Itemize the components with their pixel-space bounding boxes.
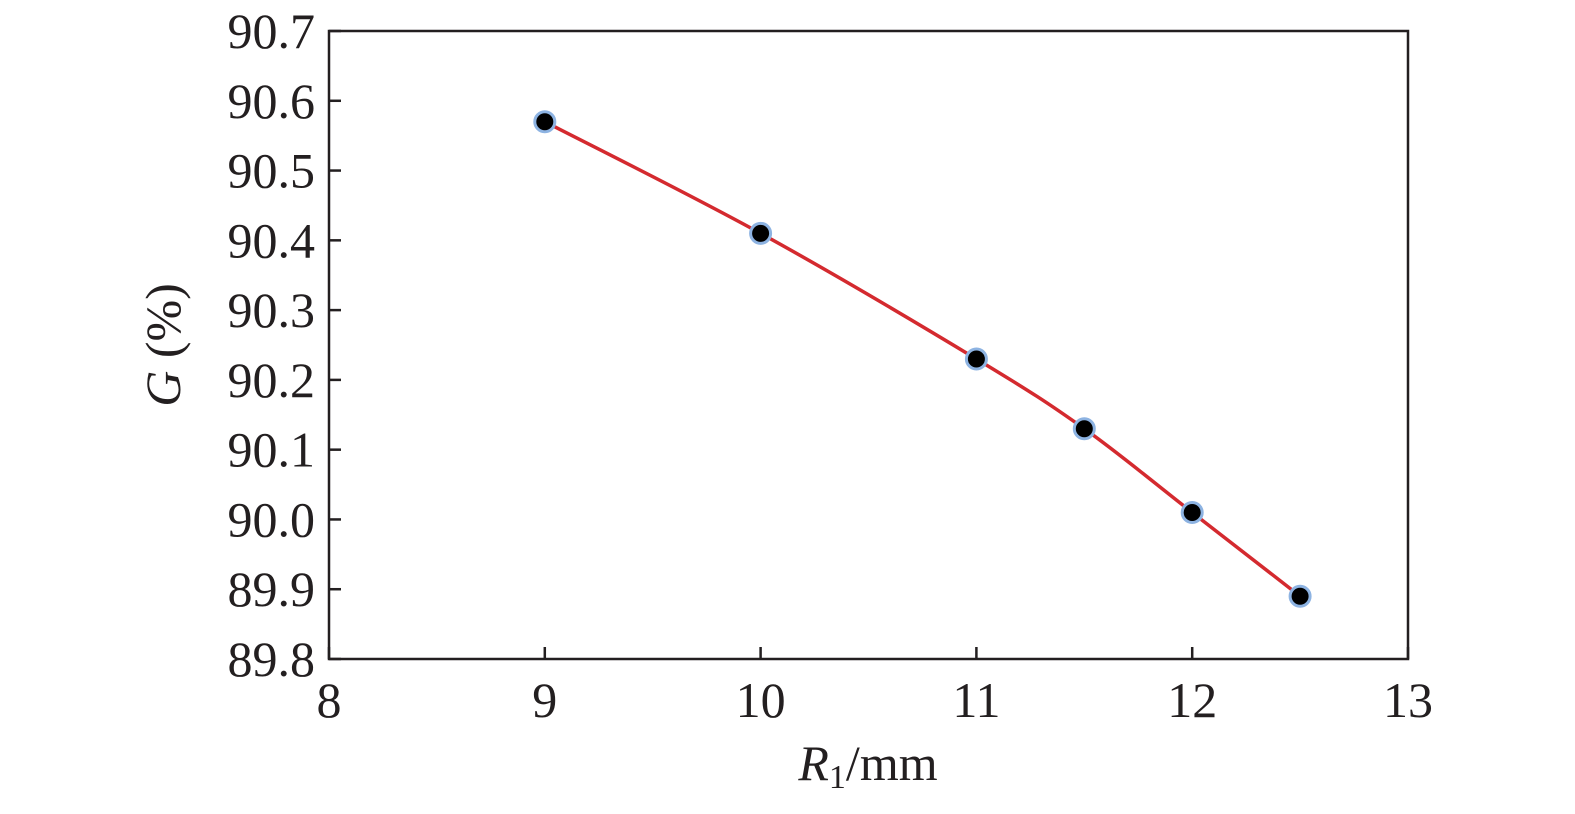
x-axis-label: R1/mm [797,735,937,796]
x-axis-ticks: 8 9 10 11 12 13 [317,647,1433,728]
y-axis-ticks: 89.8 89.9 90.0 90.1 90.2 90.3 90.4 90.5 90.6 90.7 [228,3,341,687]
data-point [1180,500,1204,524]
y-tick-label: 90.2 [228,352,316,408]
y-tick-label: 90.6 [228,73,316,129]
y-tick-label: 90.0 [228,491,316,547]
y-tick-label: 90.4 [228,212,316,268]
x-tick-label: 13 [1383,672,1433,728]
data-markers [533,110,1312,608]
x-axis-unit: /mm [846,735,938,791]
x-axis-symbol: R [797,735,829,791]
x-tick-label: 8 [317,672,342,728]
data-point [1288,584,1312,608]
y-tick-label: 90.3 [228,282,316,338]
x-tick-label: 9 [532,672,557,728]
series-line [543,120,1302,598]
data-point [749,221,773,245]
x-axis-subscript: 1 [829,759,846,796]
data-point [964,347,988,371]
y-tick-label: 89.9 [228,561,316,617]
y-tick-label: 90.5 [228,143,316,199]
x-tick-label: 12 [1167,672,1217,728]
x-tick-label: 10 [736,672,786,728]
plot-frame [327,29,1410,661]
y-tick-label: 90.7 [228,3,316,59]
y-axis-unit: (%) [135,283,191,370]
x-tick-label: 11 [952,672,1000,728]
y-axis-label: G (%) [135,283,191,407]
y-tick-label: 89.8 [228,631,316,687]
y-tick-label: 90.1 [228,422,316,478]
y-axis-symbol: G [135,371,191,407]
data-point [1072,417,1096,441]
data-point [533,110,557,134]
